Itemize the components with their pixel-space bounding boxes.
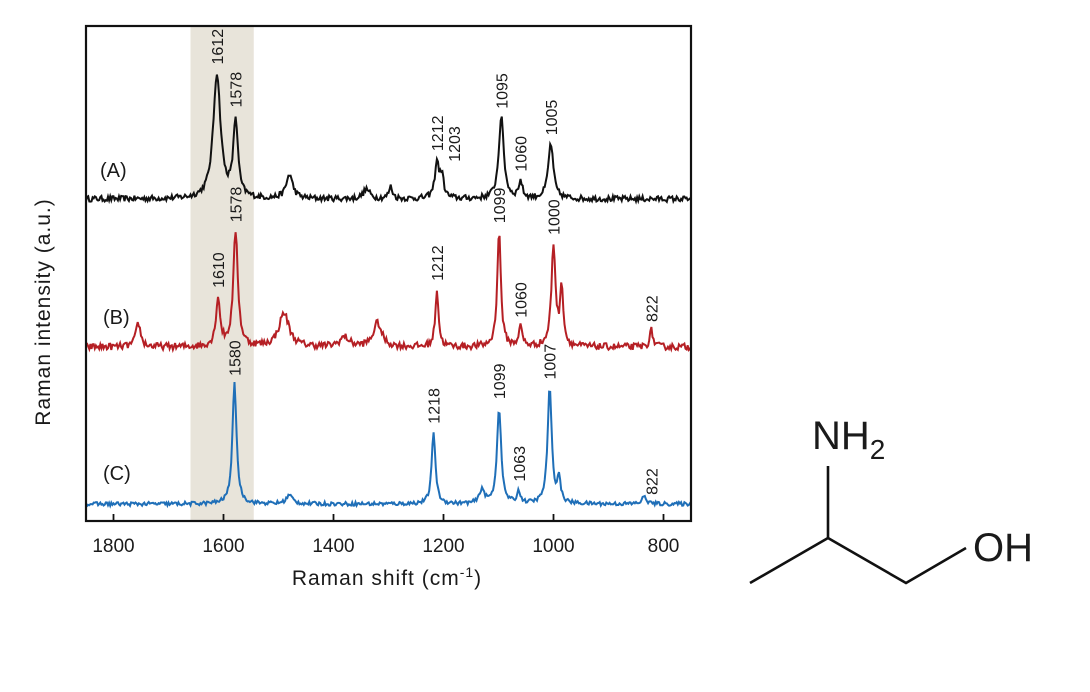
x-tick-label: 1800 [92, 536, 134, 557]
highlight-band [190, 26, 254, 521]
peak-label: 1578 [229, 187, 246, 223]
trace-label-2: (B) [103, 307, 130, 329]
spectra-traces [85, 74, 692, 509]
x-tick-label: 1600 [202, 536, 244, 557]
carbon-skeleton [749, 536, 967, 585]
spectrum-line-2 [85, 232, 692, 354]
y-axis-title: Raman intensity (a.u.) [32, 198, 55, 425]
x-tick-label: 1400 [312, 536, 354, 557]
peak-label: 1095 [494, 73, 511, 109]
peak-label: 1000 [547, 199, 564, 235]
peak-label: 1212 [430, 245, 447, 281]
peak-label: 1060 [514, 282, 531, 318]
trace-label-1: (A) [100, 160, 127, 182]
peak-label: 822 [644, 468, 661, 495]
x-tick-label: 1200 [422, 536, 464, 557]
x-tick-label: 1000 [532, 536, 574, 557]
spectrum-line-1 [85, 74, 692, 205]
spectrum-line-3 [85, 382, 692, 509]
peak-label: 1612 [210, 29, 227, 65]
peak-label: 1218 [427, 388, 444, 424]
molecule-structure: NH2 OH [749, 414, 1033, 585]
peak-label: 1203 [447, 126, 464, 162]
peak-label: 1212 [430, 115, 447, 151]
peak-label: 1060 [514, 136, 531, 172]
amine-group-label: NH2 [812, 414, 885, 465]
x-axis-ticks: 1800 1600 1400 1200 1000 800 [92, 514, 679, 557]
peak-label: 1578 [229, 72, 246, 108]
peak-label: 1099 [492, 188, 509, 224]
peak-label: 1005 [544, 100, 561, 136]
peak-label: 1099 [492, 363, 509, 399]
plot-frame [84, 24, 693, 523]
trace-labels: (A) (B) (C) [100, 160, 131, 485]
peak-label: 1007 [543, 344, 560, 380]
trace-label-3: (C) [103, 463, 131, 485]
peak-label: 1063 [512, 446, 529, 482]
hydroxyl-group-label: OH [973, 526, 1033, 570]
peak-label: 1610 [211, 252, 228, 288]
x-axis-title: Raman shift (cm-1) [292, 564, 482, 590]
x-tick-label: 800 [648, 536, 680, 557]
peak-label: 822 [644, 295, 661, 322]
peak-label: 1580 [228, 340, 245, 376]
